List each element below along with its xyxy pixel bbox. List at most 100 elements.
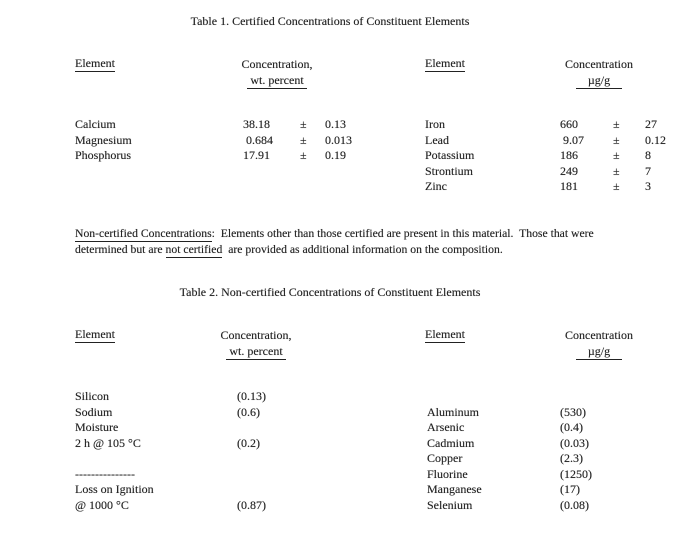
concentration-value: (0.08) [560, 497, 589, 512]
element-name: @ 1000 °C [75, 497, 129, 512]
element-name: Copper [427, 451, 463, 465]
table-row: Magnesium 0.684 ± 0.013 [75, 133, 352, 149]
note-line2-start: determined but are [75, 243, 166, 256]
table1-header-concentration-left-line2: wt. percent [234, 72, 320, 89]
concentration-value: 38.18 [243, 117, 270, 131]
table-row: Calcium 38.18 ± 0.13 [75, 117, 352, 133]
element-name: Potassium [425, 148, 475, 162]
table-row: 2 h @ 105 °C (0.2) [75, 436, 266, 452]
table-row: Potassium 186 ± 8 [425, 148, 666, 164]
plus-minus: ± [613, 148, 620, 162]
note-underlined-not-certified: not certified [165, 243, 223, 258]
table-row: Moisture [75, 420, 266, 436]
element-name: Phosphorus [75, 148, 132, 162]
element-name: Loss on Ignition [75, 482, 154, 496]
table2-header-concentration-right: Concentration µg/g [549, 327, 649, 360]
table2-left-column: Silicon (0.13) Sodium (0.6) Moisture 2 h… [75, 389, 266, 513]
element-name: Arsenic [427, 420, 465, 434]
concentration-value: (0.87) [237, 497, 266, 512]
note-line2-rest: are provided as additional information o… [222, 243, 503, 256]
concentration-value: 17.91 [243, 148, 270, 162]
table-row: Selenium (0.08) [427, 498, 592, 514]
concentration-value: (0.4) [560, 420, 583, 434]
concentration-value: (0.13) [237, 389, 266, 403]
element-name: Cadmium [427, 435, 475, 450]
table-row: Copper (2.3) [427, 451, 592, 467]
uncertainty-value: 0.013 [325, 132, 352, 147]
non-certified-note-line2: determined but are not certified are pro… [75, 242, 503, 258]
uncertainty-value: 7 [645, 163, 651, 178]
table-row: Arsenic (0.4) [427, 420, 592, 436]
table1-header-concentration-left-line1: Concentration, [241, 57, 313, 71]
element-name: Selenium [427, 497, 473, 512]
concentration-value: 181 [560, 179, 578, 193]
uncertainty-value: 0.19 [325, 148, 346, 162]
concentration-value: 0.684 [243, 132, 273, 147]
table1-header-concentration-right: Concentration µg/g [549, 56, 649, 89]
divider-dashes: --------------- [75, 466, 135, 481]
element-name: Calcium [75, 117, 116, 131]
note-underlined-lead: Non-certified Concentrations [75, 227, 212, 242]
table-row: Aluminum (530) [427, 405, 592, 421]
element-name: Lead [425, 132, 449, 147]
uncertainty-value: 3 [645, 179, 651, 193]
table-row: Sodium (0.6) [75, 405, 266, 421]
concentration-value: 249 [560, 163, 578, 178]
concentration-value: (0.6) [237, 404, 260, 419]
table2-right-column: Aluminum (530) Arsenic (0.4) Cadmium (0.… [427, 405, 592, 514]
element-name: Magnesium [75, 132, 132, 147]
note-line1-rest: : Elements other than those certified ar… [211, 227, 594, 240]
table1-title: Table 1. Certified Concentrations of Con… [190, 14, 470, 28]
element-name: Moisture [75, 420, 119, 434]
divider-row: --------------- [75, 467, 266, 483]
plus-minus: ± [613, 163, 620, 178]
table2-header-concentration-right-line1: Concentration [565, 328, 633, 342]
concentration-value: (17) [560, 482, 580, 496]
table-row: Iron 660 ± 27 [425, 117, 666, 133]
element-name: Zinc [425, 179, 447, 193]
concentration-value: 9.07 [560, 132, 584, 147]
concentration-value: (530) [560, 404, 586, 419]
table2-header-concentration-left-line1: Concentration, [220, 328, 292, 342]
element-name: 2 h @ 105 °C [75, 435, 141, 450]
table2-header-concentration-left: Concentration, wt. percent [213, 327, 299, 360]
table-row: Phosphorus 17.91 ± 0.19 [75, 148, 352, 164]
concentration-value: 660 [560, 117, 578, 131]
table2-header-element-left: Element [75, 327, 115, 343]
table1-left-column: Calcium 38.18 ± 0.13 Magnesium 0.684 ± 0… [75, 117, 352, 164]
element-name: Iron [425, 117, 445, 131]
element-name: Strontium [425, 163, 474, 178]
concentration-value: (0.2) [237, 435, 260, 450]
element-name: Aluminum [427, 404, 480, 419]
table-row: Strontium 249 ± 7 [425, 164, 666, 180]
table2-title: Table 2. Non-certified Concentrations of… [179, 285, 481, 299]
plus-minus: ± [300, 148, 307, 162]
table-row: Lead 9.07 ± 0.12 [425, 133, 666, 149]
table1-header-element-right: Element [425, 56, 465, 72]
table1-header-element-left: Element [75, 56, 115, 72]
concentration-value: (1250) [560, 466, 592, 481]
table-row: Manganese (17) [427, 482, 592, 498]
table-row: Fluorine (1250) [427, 467, 592, 483]
element-name: Sodium [75, 404, 113, 419]
table2-header-element-right: Element [425, 327, 465, 343]
table-row: Cadmium (0.03) [427, 436, 592, 452]
table-row: Loss on Ignition [75, 482, 266, 498]
table1-header-concentration-right-line1: Concentration [565, 57, 633, 71]
concentration-value: 186 [560, 148, 578, 162]
plus-minus: ± [613, 179, 620, 193]
table-row: Zinc 181 ± 3 [425, 179, 666, 195]
uncertainty-value: 0.13 [325, 117, 346, 131]
element-name: Silicon [75, 389, 110, 403]
element-name: Fluorine [427, 466, 468, 481]
plus-minus: ± [613, 117, 620, 131]
table-row: @ 1000 °C (0.87) [75, 498, 266, 514]
uncertainty-value: 0.12 [645, 132, 666, 147]
table2-header-concentration-left-line2: wt. percent [213, 343, 299, 360]
table-row: Silicon (0.13) [75, 389, 266, 405]
plus-minus: ± [300, 117, 307, 131]
non-certified-note-line1: Non-certified Concentrations: Elements o… [75, 226, 594, 242]
table2-header-concentration-right-line2: µg/g [549, 343, 649, 360]
plus-minus: ± [300, 132, 307, 147]
